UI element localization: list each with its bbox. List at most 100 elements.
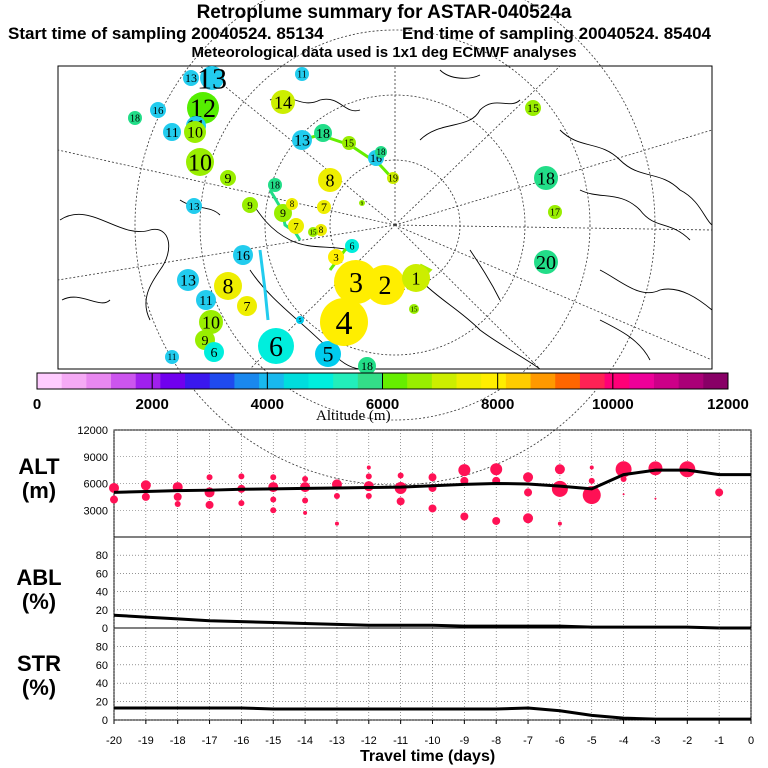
map-bubble-label: 9: [280, 206, 286, 220]
alt-cluster-point: [654, 497, 657, 500]
str-label-line1: STR: [17, 651, 61, 676]
x-tick-label: -8: [491, 735, 501, 747]
map-bubble: [317, 200, 331, 214]
alt-cluster-point: [334, 521, 339, 526]
map-bubble: [163, 123, 181, 141]
colorbar-tick-label: 12000: [707, 396, 749, 413]
map-bubble: [548, 205, 562, 219]
colorbar-segment: [456, 373, 482, 389]
colorbar-segment: [629, 373, 655, 389]
map-bubble: [214, 272, 242, 300]
altitude-colorbar: 0 2000 4000 6000 8000 10000 12000: [33, 372, 749, 413]
x-tick-label: -9: [459, 735, 469, 747]
map-bubble-label: 13: [197, 63, 227, 96]
alt-cluster-point: [458, 464, 471, 477]
alt-cluster-point: [270, 496, 277, 503]
abl-ytick-label: 80: [96, 550, 108, 562]
x-tick-label: -5: [587, 735, 597, 747]
map-bubble: [292, 130, 312, 150]
map-bubble-label: 9: [202, 334, 209, 349]
alt-cluster-point: [333, 492, 340, 499]
map-bubble: [318, 168, 342, 192]
colorbar-segment: [653, 373, 680, 389]
alt-cluster-point: [238, 473, 245, 480]
alt-cluster-point: [589, 465, 594, 470]
map-frame: [57, 65, 713, 370]
map-bubble: [274, 204, 292, 222]
colorbar-segment: [530, 373, 556, 389]
map-bubble: [409, 304, 419, 314]
colorbar-segment: [431, 373, 458, 389]
map-bubble-label: 15: [411, 305, 419, 313]
alt-cluster-point: [551, 480, 568, 497]
map-bubble: [359, 200, 365, 206]
alt-cluster-point: [428, 504, 437, 513]
str-ytick-label: 40: [96, 678, 108, 690]
alt-ytick-label: 6000: [84, 479, 108, 491]
abl-ytick-label: 20: [96, 605, 108, 617]
alt-cluster-point: [490, 463, 503, 476]
colorbar-axis-label: Altitude (m): [316, 408, 391, 424]
map-bubble: [387, 172, 399, 184]
x-tick-label: -18: [170, 735, 186, 747]
map-bubble-label: 6: [211, 346, 218, 361]
colorbar-segment: [333, 373, 359, 389]
alt-cluster-point: [110, 495, 118, 504]
map-bubble: [187, 92, 219, 124]
colorbar-segment: [111, 373, 137, 389]
colorbar-tick-label: 8000: [481, 396, 514, 413]
map-bubble: [199, 310, 223, 334]
alt-cluster-point: [620, 476, 627, 483]
map-bubble-label: 9: [361, 202, 364, 207]
map-bubble: [402, 264, 430, 292]
map-bubble: [237, 296, 257, 316]
alt-cluster-point: [268, 482, 279, 493]
colorbar-segment: [357, 373, 383, 389]
x-tick-label: -11: [393, 735, 408, 747]
colorbar-segment: [382, 373, 408, 389]
retroplume-map: 1312111098765432115182016171419131110987…: [57, 0, 713, 486]
map-bubble-label: 13: [185, 71, 197, 85]
colorbar-segment: [481, 373, 507, 389]
map-bubble: [315, 341, 341, 367]
alt-cluster-point: [648, 461, 663, 476]
map-bubble: [358, 357, 376, 375]
alt-cluster-point: [302, 476, 309, 483]
alt-cluster-point: [428, 473, 437, 482]
alt-cluster-point: [622, 493, 625, 496]
alt-label-line2: (m): [21, 478, 57, 503]
alt-cluster-point: [397, 472, 404, 479]
abl-ytick-label: 40: [96, 587, 108, 599]
x-tick-label: 0: [748, 735, 754, 747]
map-bubble: [200, 66, 224, 90]
alt-series-line: [113, 468, 751, 494]
x-tick-label: -2: [682, 735, 692, 747]
x-tick-label: -12: [361, 735, 377, 747]
str-panel-label: STR (%): [4, 652, 74, 700]
map-bubble: [196, 290, 216, 310]
colorbar-tick-label: 4000: [251, 396, 284, 413]
map-bubble-label: 18: [377, 147, 387, 157]
map-bubble-label: 7: [244, 300, 251, 315]
map-bubble: [165, 350, 179, 364]
map-bubble: [242, 197, 258, 213]
map-bubble-label: 3: [333, 252, 339, 264]
map-bubble: [295, 67, 309, 81]
alt-cluster-point: [270, 507, 277, 514]
alt-cluster-point: [365, 492, 372, 499]
map-bubble: [258, 328, 294, 364]
map-graticule: [57, 0, 713, 486]
alt-cluster-point: [173, 492, 182, 501]
map-bubble: [186, 148, 214, 176]
abl-label-line1: ABL: [16, 565, 62, 590]
alt-cluster-point: [365, 473, 372, 480]
x-tick-label: -20: [106, 735, 122, 747]
map-bubble: [320, 298, 368, 346]
map-bubble-label: 10: [187, 125, 203, 142]
colorbar-segment: [407, 373, 433, 389]
map-bubble: [525, 100, 541, 116]
map-bubble: [345, 239, 359, 253]
map-bubble: [328, 249, 344, 265]
abl-ytick-label: 60: [96, 568, 108, 580]
map-bubble-label: 15: [344, 139, 354, 150]
